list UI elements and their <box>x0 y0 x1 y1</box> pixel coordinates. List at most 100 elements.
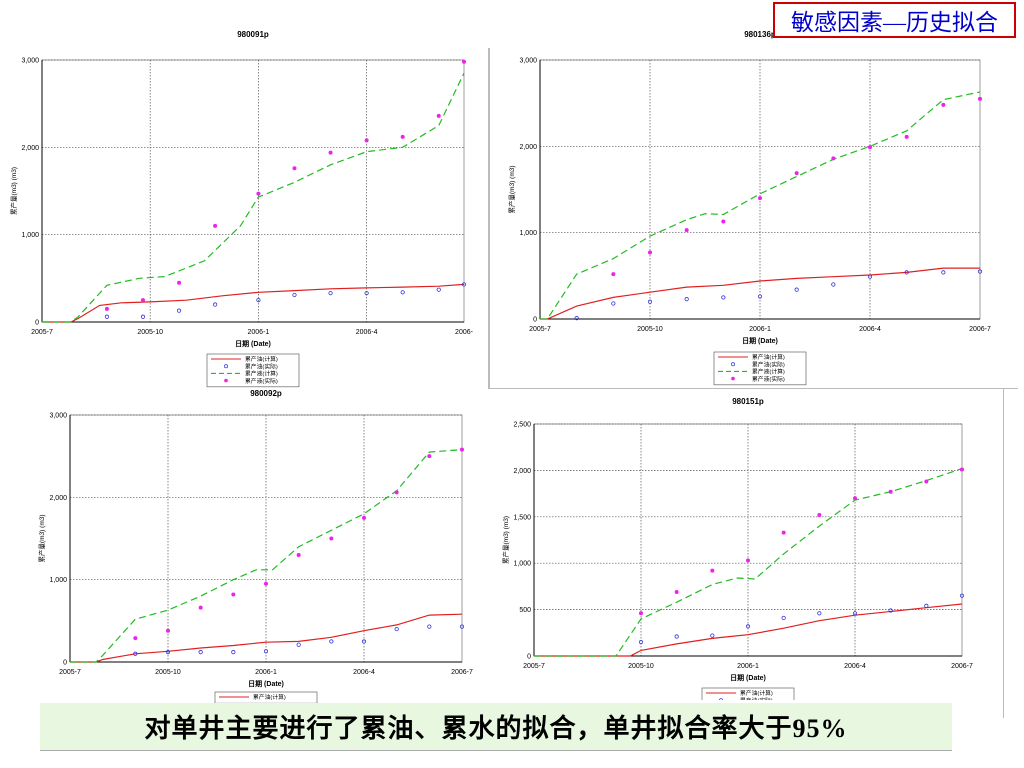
plot-frame <box>533 423 963 657</box>
data-point-oil-actual <box>165 650 171 655</box>
x-tick-label: 2006-4 <box>353 669 375 676</box>
data-point-oil-actual <box>684 297 689 302</box>
legend-label: 累产油(计算) <box>740 689 773 697</box>
legend-box <box>206 353 300 388</box>
data-point-oil-actual <box>721 295 726 300</box>
legend-label: 累产油(计算) <box>245 355 278 363</box>
data-point-liquid-actual <box>817 512 822 517</box>
data-point-oil-actual <box>427 624 432 629</box>
legend-swatch <box>719 698 723 700</box>
caption-banner: 对单井主要进行了累油、累水的拟合，单井拟合率大于95% <box>40 703 952 750</box>
legend-box <box>701 687 795 700</box>
y-axis-label: 累产量(m3) (m3) <box>507 165 516 213</box>
y-tick-label: 1,000 <box>21 232 39 239</box>
slide-title: 敏感因素—历史拟合 <box>773 2 1016 38</box>
data-point-oil-actual <box>924 603 929 608</box>
chart-title: 980091p <box>237 30 269 39</box>
data-point-liquid-actual <box>978 96 982 101</box>
legend-box <box>713 351 807 386</box>
data-point-liquid-actual <box>960 467 964 472</box>
x-tick-label: 2006-1 <box>255 669 277 676</box>
data-point-oil-actual <box>231 650 236 655</box>
data-point-oil-actual <box>176 308 182 313</box>
data-point-oil-actual <box>977 269 983 274</box>
data-point-liquid-actual <box>831 156 836 161</box>
data-point-oil-actual <box>888 608 893 613</box>
y-tick-label: 1,000 <box>513 561 531 568</box>
chart-title: 980136p <box>744 30 776 39</box>
data-point-oil-actual <box>831 282 836 287</box>
legend-label: 累产油(实际) <box>752 360 785 368</box>
y-axis-label: 累产量(m3) (m3) <box>501 516 510 564</box>
data-point-liquid-actual <box>611 272 616 277</box>
x-tick-label: 2005-10 <box>637 326 663 333</box>
data-point-liquid-actual <box>904 134 909 139</box>
data-point-liquid-actual <box>133 636 138 641</box>
x-tick-label: 2006-4 <box>859 326 881 333</box>
series-line-2 <box>70 449 463 663</box>
data-point-oil-actual <box>757 294 763 299</box>
data-point-liquid-actual <box>794 171 799 176</box>
x-tick-label: 2005-10 <box>628 663 654 670</box>
series-line-2 <box>540 91 981 320</box>
x-axis-label: 日期 (Date) <box>730 673 766 682</box>
chart-980136p: 980136p 0 1,000 2,000 3,000 2005-7 2005-10 2006… <box>507 30 991 386</box>
data-point-oil-actual <box>710 633 715 638</box>
data-point-oil-actual <box>361 639 367 644</box>
data-point-oil-actual <box>104 314 110 319</box>
data-point-oil-actual <box>133 651 138 656</box>
legend-swatch <box>731 362 735 367</box>
y-tick-label: 2,000 <box>513 468 531 475</box>
chart-title: 980151p <box>732 397 764 406</box>
data-point-liquid-actual <box>140 298 145 303</box>
data-point-oil-actual <box>745 624 751 629</box>
chart-panel-980136p: 980136p 0 1,000 2,000 3,000 2005-7 2005-10 2006… <box>490 22 1010 388</box>
legend-label: 累产油(计算) <box>752 353 785 361</box>
x-tick-label: 2006-1 <box>248 329 270 336</box>
y-tick-label: 3,000 <box>519 58 537 65</box>
legend-swatch <box>224 378 228 383</box>
data-point-oil-actual <box>611 301 616 306</box>
data-point-oil-actual <box>328 291 333 296</box>
separator-right <box>1003 388 1004 718</box>
y-tick-label: 2,000 <box>519 144 537 151</box>
data-point-oil-actual <box>213 302 218 307</box>
series-line-0 <box>534 603 963 657</box>
data-point-liquid-actual <box>104 306 109 311</box>
data-point-liquid-actual <box>639 611 643 616</box>
data-point-oil-actual <box>852 611 858 616</box>
chart-panel-980151p: 980151p 0 500 1,000 1,500 2,000 2,500 2005-7 200… <box>490 390 1003 700</box>
data-point-oil-actual <box>781 615 786 621</box>
data-point-liquid-actual <box>462 59 466 64</box>
data-point-liquid-actual <box>231 592 236 597</box>
chart-980151p: 980151p 0 500 1,000 1,500 2,000 2,500 2005-7 200… <box>501 397 973 700</box>
y-tick-label: 3,000 <box>49 413 67 420</box>
data-point-liquid-actual <box>758 196 762 201</box>
x-tick-label: 2006-4 <box>356 329 378 336</box>
data-point-oil-actual <box>647 299 653 304</box>
y-tick-label: 3,000 <box>21 58 39 65</box>
x-tick-label: 2005-10 <box>155 669 181 676</box>
data-point-oil-actual <box>904 270 909 275</box>
x-tick-label: 2006-7 <box>969 326 991 333</box>
caption-text: 对单井主要进行了累油、累水的拟合，单井拟合率大于95% <box>144 714 848 743</box>
data-point-liquid-actual <box>868 145 872 150</box>
x-axis-label: 日期 (Date) <box>248 679 284 688</box>
x-tick-label: 2006-7 <box>451 669 473 676</box>
data-point-liquid-actual <box>328 150 333 155</box>
legend-swatch <box>224 364 228 369</box>
data-point-oil-actual <box>198 650 203 655</box>
y-axis-label: 累产量(m3) (m3) <box>37 514 46 562</box>
plot-frame <box>41 59 465 323</box>
legend-label: 累产油(实际) <box>740 696 773 700</box>
chart-title: 980092p <box>250 389 282 398</box>
data-point-liquid-actual <box>710 568 715 573</box>
data-point-oil-actual <box>256 298 261 303</box>
data-point-oil-actual <box>941 270 946 275</box>
y-tick-label: 1,000 <box>519 230 537 237</box>
data-point-oil-actual <box>959 593 965 598</box>
data-point-oil-actual <box>296 642 301 647</box>
data-point-liquid-actual <box>888 489 893 494</box>
x-tick-label: 2005-7 <box>59 669 81 676</box>
data-point-oil-actual <box>674 634 679 639</box>
